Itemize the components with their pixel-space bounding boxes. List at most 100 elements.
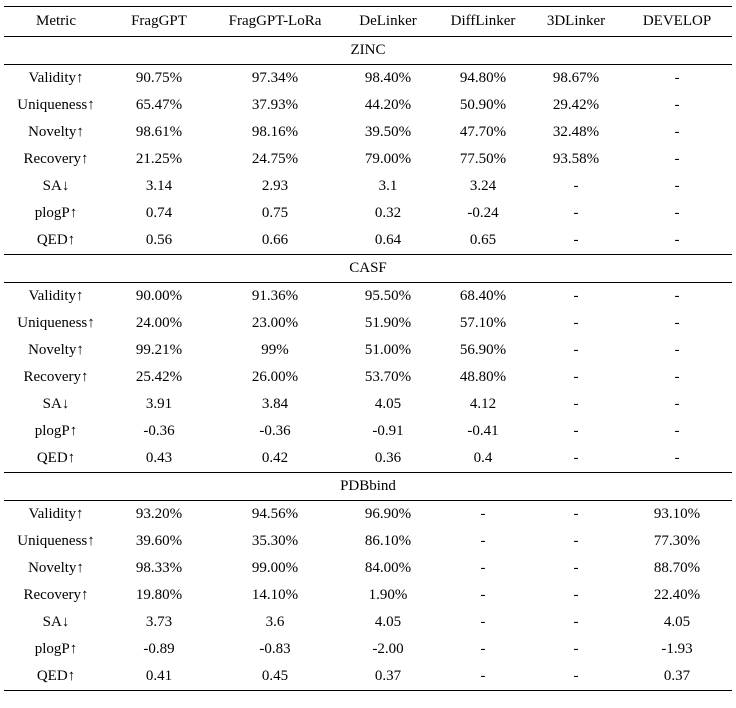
table-row: Recovery↑ 19.80% 14.10% 1.90% - - 22.40% [4,582,732,609]
cell-fraggpt: 90.75% [135,70,183,86]
cell-fraggpt: 0.41 [108,663,210,691]
cell-delinker: 79.00% [364,151,412,167]
cell-fraggpt: 3.73 [145,614,173,630]
cell-develop: - [674,205,680,221]
cell-fraggpt: 21.25% [135,151,183,167]
cell-difflinker: 57.10% [459,315,507,331]
table-row: Validity↑ 90.75% 97.34% 98.40% 94.80% 98.67% - [4,65,732,93]
cell-metric: Uniqueness↑ [17,533,95,549]
cell-3dlinker: 93.58% [552,151,600,167]
cell-3dlinker: - [573,614,579,630]
cell-difflinker: - [436,663,530,691]
cell-fraggpt-lora: 0.42 [210,445,340,473]
cell-develop: 93.10% [653,506,701,522]
cell-delinker: 95.50% [364,288,412,304]
cell-3dlinker: - [573,533,579,549]
cell-difflinker: -0.41 [467,423,499,439]
header-difflinker: DiffLinker [436,6,530,37]
cell-fraggpt: 99.21% [135,342,183,358]
cell-fraggpt-lora: 3.6 [265,614,285,630]
cell-develop: - [622,445,732,473]
cell-fraggpt: 19.80% [135,587,183,603]
cell-fraggpt-lora: 0.45 [210,663,340,691]
cell-fraggpt: 3.91 [145,396,173,412]
cell-metric: Validity↑ [28,506,84,522]
cell-fraggpt-lora: 97.34% [251,70,299,86]
cell-fraggpt: 0.74 [145,205,173,221]
cell-metric: Uniqueness↑ [17,97,95,113]
cell-delinker: 4.05 [374,614,402,630]
cell-3dlinker: - [530,445,622,473]
cell-fraggpt: 24.00% [135,315,183,331]
cell-delinker: 84.00% [364,560,412,576]
cell-develop: - [674,124,680,140]
table-row: Recovery↑ 21.25% 24.75% 79.00% 77.50% 93.58% - [4,146,732,173]
cell-3dlinker: - [573,423,579,439]
cell-develop: - [674,342,680,358]
cell-3dlinker: 29.42% [552,97,600,113]
cell-metric: Validity↑ [28,288,84,304]
cell-fraggpt-lora: 99% [261,342,289,358]
table-row: Novelty↑ 98.61% 98.16% 39.50% 47.70% 32.48% - [4,119,732,146]
table-row: plogP↑ -0.89 -0.83 -2.00 - - -1.93 [4,636,732,663]
cell-fraggpt: 93.20% [135,506,183,522]
cell-develop: - [674,151,680,167]
header-3dlinker: 3DLinker [530,6,622,37]
cell-difflinker: -0.24 [467,205,499,221]
cell-3dlinker: - [573,315,579,331]
cell-fraggpt: -0.89 [143,641,175,657]
section-pdbbind: PDBbind Validity↑ 93.20% 94.56% 96.90% - -93.1… [4,472,732,691]
cell-fraggpt-lora: 14.10% [251,587,299,603]
table-row: Uniqueness↑ 39.60% 35.30% 86.10% - - 77.30% [4,528,732,555]
table-row: Validity↑ 93.20% 94.56% 96.90% - - 93.10% [4,501,732,529]
cell-fraggpt-lora: 0.66 [210,227,340,255]
table-row: SA↓ 3.91 3.84 4.05 4.12 - - [4,391,732,418]
cell-delinker: -2.00 [372,641,404,657]
cell-fraggpt-lora: -0.36 [259,423,291,439]
cell-metric: Recovery↑ [23,151,89,167]
cell-difflinker: 0.4 [436,445,530,473]
cell-develop: 4.05 [663,614,691,630]
cell-develop: - [674,315,680,331]
cell-metric: Recovery↑ [23,369,89,385]
cell-fraggpt-lora: 99.00% [251,560,299,576]
cell-3dlinker: - [573,205,579,221]
table-row: QED↑ 0.56 0.66 0.64 0.65- - [4,227,732,255]
table-row: SA↓ 3.73 3.6 4.05 - - 4.05 [4,609,732,636]
cell-develop: - [674,178,680,194]
cell-difflinker: - [480,533,486,549]
table-row: QED↑ 0.43 0.42 0.36 0.4- - [4,445,732,473]
cell-develop: - [622,227,732,255]
cell-delinker: 98.40% [364,70,412,86]
cell-fraggpt-lora: -0.83 [259,641,291,657]
cell-fraggpt-lora: 0.75 [261,205,289,221]
cell-metric: QED↑ [4,227,108,255]
cell-develop: - [674,396,680,412]
cell-fraggpt: 39.60% [135,533,183,549]
cell-develop: 0.37 [622,663,732,691]
cell-delinker: 0.64 [340,227,436,255]
header-delinker: DeLinker [340,6,436,37]
section-title: PDBbind [4,472,732,501]
cell-develop: - [674,369,680,385]
cell-difflinker: 56.90% [459,342,507,358]
cell-delinker: 4.05 [374,396,402,412]
section-header-row: CASF [4,254,732,283]
table-row: plogP↑ 0.74 0.75 0.32 -0.24 - - [4,200,732,227]
header-develop: DEVELOP [622,6,732,37]
table-row: Uniqueness↑ 65.47% 37.93% 44.20% 50.90% 29.42… [4,92,732,119]
cell-fraggpt-lora: 94.56% [251,506,299,522]
cell-fraggpt-lora: 37.93% [251,97,299,113]
cell-difflinker: 77.50% [459,151,507,167]
cell-develop: 77.30% [653,533,701,549]
cell-fraggpt: 25.42% [135,369,183,385]
cell-metric: Novelty↑ [28,342,84,358]
cell-fraggpt: 65.47% [135,97,183,113]
cell-fraggpt-lora: 3.84 [261,396,289,412]
cell-fraggpt-lora: 2.93 [261,178,289,194]
cell-fraggpt-lora: 26.00% [251,369,299,385]
cell-delinker: 0.37 [340,663,436,691]
cell-3dlinker: - [573,288,579,304]
table-row: SA↓ 3.14 2.93 3.1 3.24 - - [4,173,732,200]
